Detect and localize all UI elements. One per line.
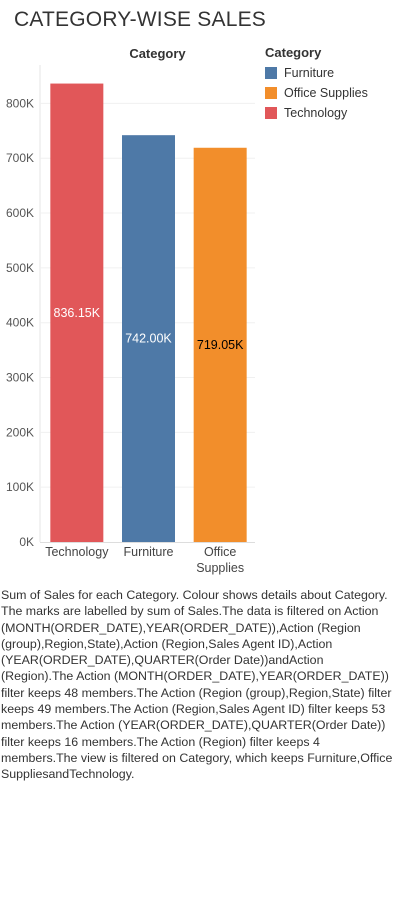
y-tick-label: 600K	[6, 206, 34, 220]
legend-item-furniture[interactable]: Furniture	[265, 63, 368, 83]
x-tick-label: Technology	[45, 545, 109, 559]
legend-item-office-supplies[interactable]: Office Supplies	[265, 83, 368, 103]
data-label: 719.05K	[197, 338, 244, 352]
x-tick-label: Furniture	[123, 545, 173, 559]
y-tick-label: 300K	[6, 371, 34, 385]
y-tick-label: 100K	[6, 480, 34, 494]
chart-caption: Sum of Sales for each Category. Colour s…	[1, 588, 393, 782]
legend: Category Furniture Office Supplies Techn…	[265, 45, 368, 123]
chart-title: CATEGORY-WISE SALES	[14, 8, 266, 31]
y-tick-label: 0K	[19, 535, 34, 549]
legend-swatch-office-supplies	[265, 87, 277, 99]
legend-label: Technology	[284, 106, 348, 120]
data-label: 836.15K	[54, 306, 101, 320]
y-tick-label: 500K	[6, 261, 34, 275]
y-tick-label: 800K	[6, 96, 34, 110]
x-tick-label: Office	[204, 545, 236, 559]
bar	[50, 83, 104, 542]
bar-chart: Category 0K 100K 200K 300K 400K 500K 600K 700K 80…	[6, 46, 255, 575]
y-tick-label: 400K	[6, 316, 34, 330]
y-tick-label: 700K	[6, 151, 34, 165]
legend-swatch-furniture	[265, 67, 277, 79]
legend-title: Category	[265, 45, 322, 60]
y-tick-label: 200K	[6, 425, 34, 439]
bar	[193, 147, 247, 542]
column-header: Category	[129, 46, 186, 61]
bar	[122, 135, 175, 542]
data-label: 742.00K	[125, 332, 172, 346]
legend-label: Office Supplies	[284, 86, 368, 100]
legend-label: Furniture	[284, 66, 335, 80]
x-tick-label: Supplies	[196, 561, 244, 575]
legend-swatch-technology	[265, 107, 277, 119]
legend-item-technology[interactable]: Technology	[265, 103, 368, 123]
